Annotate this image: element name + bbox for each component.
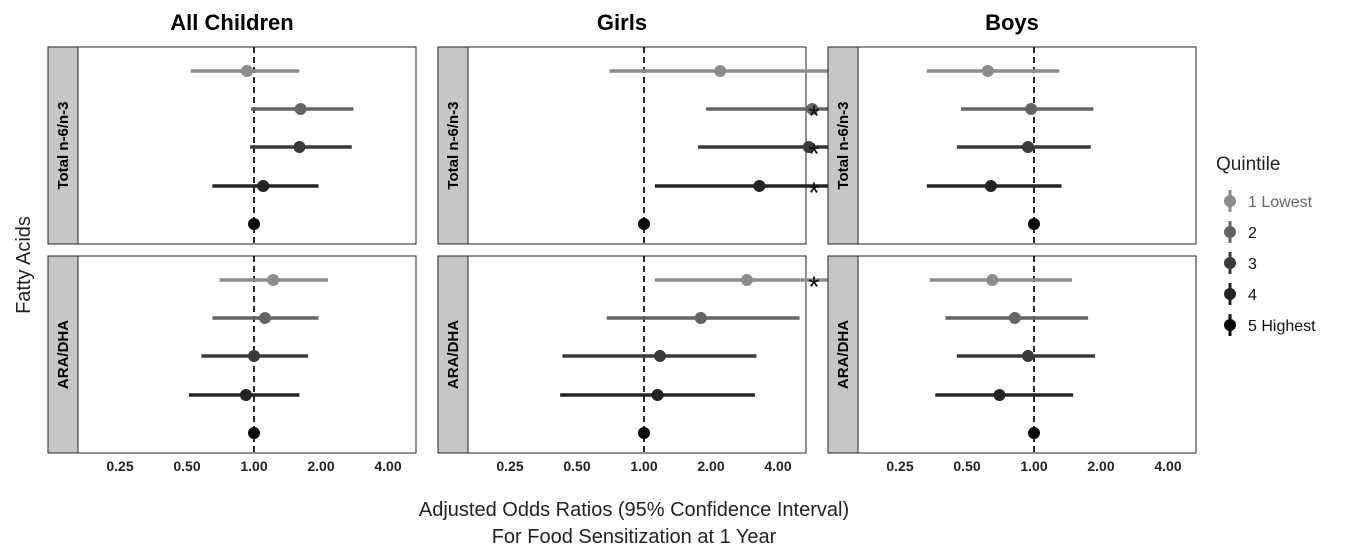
legend-label: 1 Lowest [1248,194,1313,211]
x-tick-label: 0.50 [563,458,590,474]
legend-key-dot [1224,195,1236,207]
point-estimate-q3 [802,141,815,153]
x-axis-title-line-2: For Food Sensitization at 1 Year [492,526,777,548]
point-estimate-q1 [267,274,280,286]
point-estimate-q2 [806,103,819,115]
point-estimate-q2 [258,312,271,324]
x-tick-label: 2.00 [1087,458,1114,474]
panel-all-children-n6-n3: Total n-6/n-3 [47,46,417,245]
panel-girls-ara-dha: ARA/DHA * [437,255,862,454]
point-estimate-q3 [1022,141,1035,153]
significance-star: * [808,271,820,304]
legend-key-dot [1224,257,1236,269]
panel-boys-n6-n3: Total n-6/n-3 [827,46,1197,245]
x-tick-label: 4.00 [1154,458,1181,474]
panel-all-children-ara-dha: ARA/DHA [47,255,417,454]
legend-title: Quintile [1216,154,1280,175]
significance-star: * [808,138,820,171]
legend-label: 2 [1248,225,1257,242]
point-estimate-q5 [1028,218,1040,230]
y-axis-title: Fatty Acids [13,216,35,314]
row-strip-label: ARA/DHA [55,320,72,389]
point-estimate-q4 [651,389,664,401]
x-tick-label: 4.00 [374,458,401,474]
row-strip [47,255,79,454]
point-estimate-q4 [257,180,270,192]
legend-label: 5 Highest [1248,318,1316,335]
point-estimate-q5 [248,427,260,439]
legend-entry-q3: 3 [1224,252,1257,274]
legend-label: 3 [1248,256,1257,273]
point-estimate-q1 [986,274,999,286]
column-title: All Children [170,10,293,35]
x-tick-label: 2.00 [697,458,724,474]
point-estimate-q5 [638,427,650,439]
significance-star: * [808,100,820,133]
x-tick-label: 4.00 [764,458,791,474]
legend-entry-q5: 5 Highest [1224,314,1316,336]
point-estimate-q5 [638,218,650,230]
x-tick-label: 0.50 [953,458,980,474]
column-title: Boys [985,10,1039,35]
x-tick-label: 0.50 [173,458,200,474]
legend-key-dot [1224,288,1236,300]
point-estimate-q4 [993,389,1006,401]
x-tick-label: 1.00 [1020,458,1047,474]
row-strip-label: ARA/DHA [445,320,462,389]
x-tick-label: 1.00 [240,458,267,474]
point-estimate-q2 [1008,312,1021,324]
x-axis-title-line-1: Adjusted Odds Ratios (95% Confidence Int… [419,499,849,521]
legend: Quintile 1 Lowest 2 3 4 5 Highest [1216,154,1316,336]
point-estimate-q5 [1028,427,1040,439]
point-estimate-q2 [294,103,307,115]
point-estimate-q5 [248,218,260,230]
row-strip [47,46,79,245]
point-estimate-q3 [653,350,666,362]
point-estimate-q4 [239,389,252,401]
x-tick-label: 0.25 [496,458,523,474]
column-title: Girls [597,10,647,35]
point-estimate-q3 [248,350,260,362]
legend-key-dot [1224,226,1236,238]
point-estimate-q1 [714,65,727,77]
row-strip-label: ARA/DHA [835,320,852,389]
point-estimate-q3 [293,141,306,153]
legend-entries: 1 Lowest 2 3 4 5 Highest [1224,190,1316,336]
row-strip [827,255,859,454]
point-estimate-q4 [753,180,766,192]
x-axis-tick-labels: 0.25 0.50 1.00 2.00 4.00 0.25 0.50 1.00 2.00 4.00… [106,458,1181,474]
panel-grid: Total n-6/n-3 All Children ARA/DHA Total n-… [47,10,1197,454]
legend-entry-q1: 1 Lowest [1224,190,1313,212]
legend-entry-q2: 2 [1224,221,1257,243]
point-estimate-q2 [1025,103,1038,115]
x-tick-label: 1.00 [630,458,657,474]
point-estimate-q1 [981,65,994,77]
row-strip-label: Total n-6/n-3 [445,101,462,189]
panel-boys-ara-dha: ARA/DHA [827,255,1197,454]
significance-star: * [808,177,820,210]
x-tick-label: 2.00 [307,458,334,474]
point-estimate-q4 [984,180,997,192]
legend-key-dot [1224,319,1236,331]
x-tick-label: 0.25 [886,458,913,474]
panel-frame [77,46,417,245]
point-estimate-q3 [1022,350,1035,362]
point-estimate-q2 [694,312,707,324]
x-tick-label: 0.25 [106,458,133,474]
legend-entry-q4: 4 [1224,283,1257,305]
point-estimate-q1 [240,65,253,77]
row-strip-label: Total n-6/n-3 [55,101,72,189]
row-strip-label: Total n-6/n-3 [835,101,852,189]
panel-girls-n6-n3: Total n-6/n-3 * * * [437,46,862,245]
point-estimate-q1 [740,274,753,286]
legend-label: 4 [1248,287,1257,304]
